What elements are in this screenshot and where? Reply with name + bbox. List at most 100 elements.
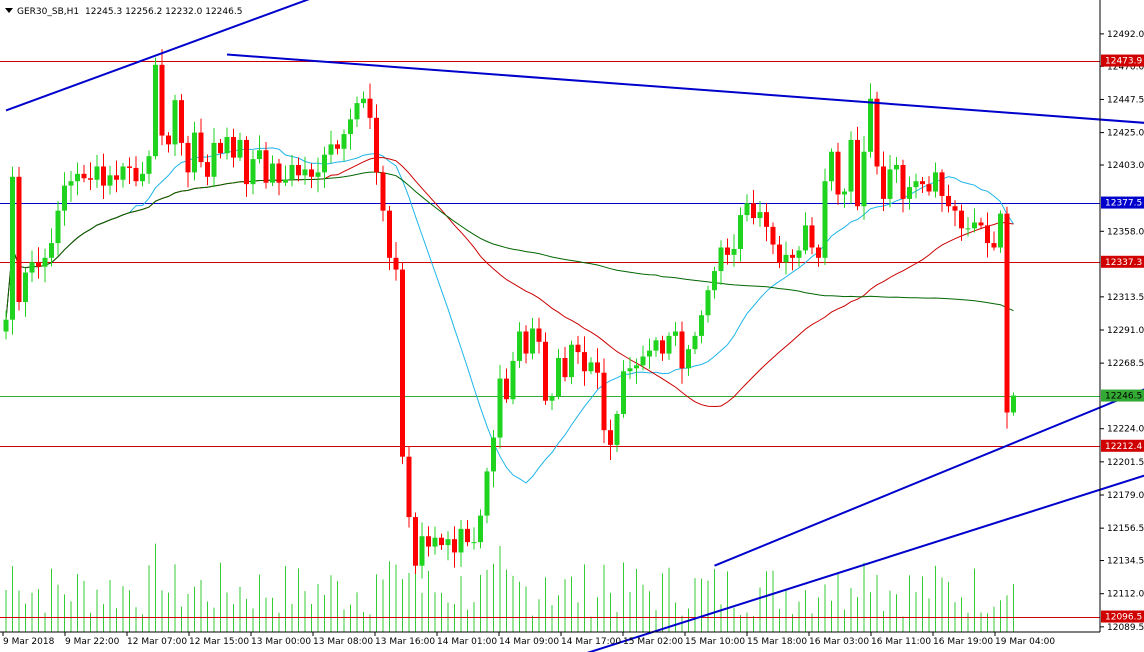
level-tag	[1101, 255, 1144, 268]
candle-body	[803, 225, 808, 251]
candle-body	[3, 319, 9, 332]
volume-bars	[5, 543, 1014, 632]
candle-body	[426, 536, 431, 547]
candle-body	[770, 226, 776, 245]
candle-body	[926, 184, 932, 192]
candle-body	[705, 290, 711, 316]
candle-body	[868, 98, 873, 152]
candle-body	[874, 98, 880, 167]
candle-body	[725, 247, 730, 255]
candle-body	[861, 151, 867, 207]
dropdown-triangle-icon[interactable]	[5, 8, 13, 13]
candle-body	[978, 222, 984, 226]
level-tag	[1101, 54, 1144, 67]
trendline	[226, 53, 1144, 124]
candle-body	[575, 344, 581, 353]
candle-body	[127, 166, 132, 168]
y-tick-label: 12134.5	[1107, 557, 1144, 567]
candle-body	[393, 257, 399, 270]
candle-body	[23, 272, 28, 303]
x-tick-label: 13 Mar 16:00	[375, 637, 435, 647]
candle-body	[998, 213, 1003, 248]
candle-body	[101, 166, 106, 186]
candle-body	[94, 166, 100, 180]
candle-body	[491, 437, 496, 472]
ma-slow-line	[5, 171, 1014, 320]
candle-body	[504, 378, 509, 400]
candle-body	[140, 173, 145, 182]
candle-body	[692, 335, 698, 350]
candle-body	[842, 191, 847, 195]
level-tag	[1101, 439, 1144, 452]
candle-body	[549, 396, 555, 401]
candle-body	[848, 139, 854, 192]
candle-body	[49, 243, 54, 258]
candle-body	[289, 164, 295, 180]
candle-body	[335, 144, 340, 149]
x-tick-label: 16 Mar 11:00	[871, 637, 931, 647]
candle-body	[159, 64, 165, 136]
candle-body	[192, 132, 197, 173]
candle-body	[640, 356, 646, 366]
level-tag-label: 12246.5	[1105, 392, 1142, 402]
candle-body	[328, 144, 334, 155]
candles	[3, 49, 1016, 579]
candle-body	[309, 169, 314, 177]
level-tag-label: 12212.4	[1105, 442, 1142, 452]
trendline	[586, 474, 1144, 652]
candle-body	[647, 350, 652, 357]
candle-body	[764, 212, 769, 227]
candle-body	[523, 331, 529, 354]
candle-body	[601, 372, 607, 431]
candle-body	[608, 430, 613, 445]
x-tick-label: 16 Mar 19:00	[933, 637, 993, 647]
candle-body	[543, 341, 548, 401]
candle-body	[81, 173, 87, 179]
candle-body	[790, 254, 795, 258]
candle-body	[881, 166, 886, 199]
candle-body	[419, 536, 425, 566]
y-tick-label: 12403.0	[1107, 161, 1144, 171]
candle-body	[322, 154, 327, 173]
candle-body	[244, 139, 249, 185]
candle-body	[582, 352, 587, 372]
x-tick-label: 9 Mar 22:00	[65, 637, 120, 647]
candle-body	[894, 164, 899, 170]
candle-body	[55, 210, 61, 244]
candle-body	[283, 179, 288, 183]
candle-body	[166, 135, 171, 145]
moving-averages	[5, 147, 1014, 484]
candle-body	[68, 181, 74, 186]
trendline	[714, 388, 1144, 567]
candle-body	[62, 185, 67, 211]
y-tick-label: 12313.5	[1107, 293, 1144, 303]
candle-body	[205, 162, 210, 177]
candle-body	[471, 542, 477, 544]
candle-body	[198, 132, 204, 163]
candle-body	[920, 181, 925, 185]
candle-body	[478, 515, 483, 543]
candle-body	[218, 142, 223, 154]
level-tags: 12473.9 12377.5 12337.3 12246.5 12212.4 12096…	[1101, 54, 1144, 623]
candle-body	[686, 349, 691, 369]
candle-body	[634, 365, 639, 369]
y-tick-label: 12156.5	[1107, 524, 1144, 534]
candle-body	[10, 176, 15, 320]
candle-body	[484, 471, 490, 516]
level-tag	[1101, 389, 1144, 402]
candle-body	[673, 331, 678, 336]
candle-body	[231, 137, 236, 158]
y-tick-label: 12089.5	[1107, 623, 1144, 633]
candle-body	[153, 64, 158, 157]
candle-body	[666, 335, 672, 354]
candle-body	[367, 98, 373, 118]
ma-fast-line	[5, 147, 1014, 484]
candle-body	[783, 254, 789, 263]
candle-body	[172, 100, 178, 145]
y-tick-label: 12179.0	[1107, 491, 1144, 501]
candle-body	[348, 119, 353, 135]
candle-body	[959, 210, 964, 229]
candle-body	[972, 222, 977, 229]
candle-body	[653, 340, 659, 351]
